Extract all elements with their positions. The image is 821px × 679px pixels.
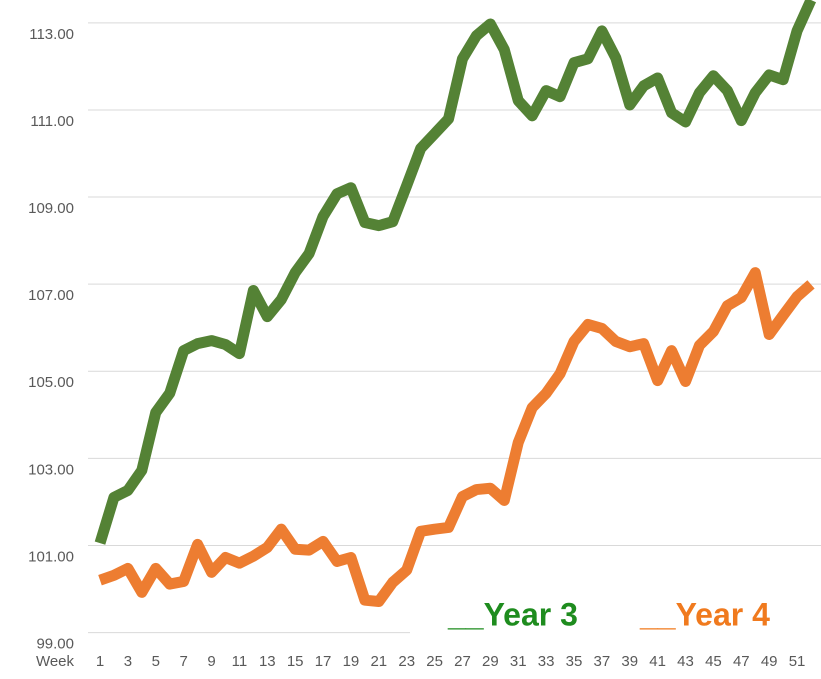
x-tick-label: 47 <box>733 653 750 670</box>
y-tick-label: 101.00 <box>28 548 74 565</box>
x-tick-label: 13 <box>259 653 276 670</box>
y-tick-label: 99.00 <box>36 636 74 653</box>
x-tick-label: 21 <box>370 653 387 670</box>
legend: __Year 3 __Year 4 <box>447 596 770 632</box>
y-tick-label: 113.00 <box>29 26 74 43</box>
grid <box>88 22 821 634</box>
x-tick-label: 17 <box>315 653 332 670</box>
x-tick-label: 51 <box>789 653 806 670</box>
x-tick-label: 15 <box>287 653 304 670</box>
axis-labels: Week 99.00 101.00 103.00 105.00 107.00 109.00… <box>28 26 805 670</box>
x-tick-label: 37 <box>594 653 611 670</box>
x-tick-label: 29 <box>482 653 499 670</box>
lines <box>94 0 817 607</box>
y-tick-label: 107.00 <box>28 287 74 304</box>
y-tick-label: 111.00 <box>30 113 74 130</box>
legend-background <box>410 598 821 643</box>
y-tick-label: 109.00 <box>28 200 74 217</box>
x-tick-label: 49 <box>761 653 778 670</box>
x-axis-label: Week <box>36 653 75 670</box>
x-tick-label: 31 <box>510 653 527 670</box>
x-tick-label: 39 <box>621 653 638 670</box>
y-tick-label: 105.00 <box>28 374 74 391</box>
x-tick-label: 23 <box>398 653 415 670</box>
legend-entry: __Year 4 <box>639 596 770 632</box>
x-tick-label: 11 <box>232 653 248 670</box>
x-tick-label: 19 <box>343 653 360 670</box>
x-tick-label: 1 <box>96 653 104 670</box>
x-tick-label: 33 <box>538 653 555 670</box>
x-tick-label: 43 <box>677 653 694 670</box>
x-tick-label: 3 <box>124 653 132 670</box>
y-tick-label: 103.00 <box>28 461 74 478</box>
x-tick-label: 25 <box>426 653 443 670</box>
x-tick-label: 45 <box>705 653 722 670</box>
x-tick-label: 35 <box>566 653 583 670</box>
series-line <box>98 267 815 607</box>
series-line <box>94 0 817 545</box>
x-tick-label: 9 <box>207 653 215 670</box>
x-tick-label: 5 <box>152 653 160 670</box>
x-tick-label: 7 <box>179 653 187 670</box>
x-tick-label: 27 <box>454 653 471 670</box>
x-tick-label: 41 <box>649 653 666 670</box>
legend-entry: __Year 3 <box>447 596 578 632</box>
